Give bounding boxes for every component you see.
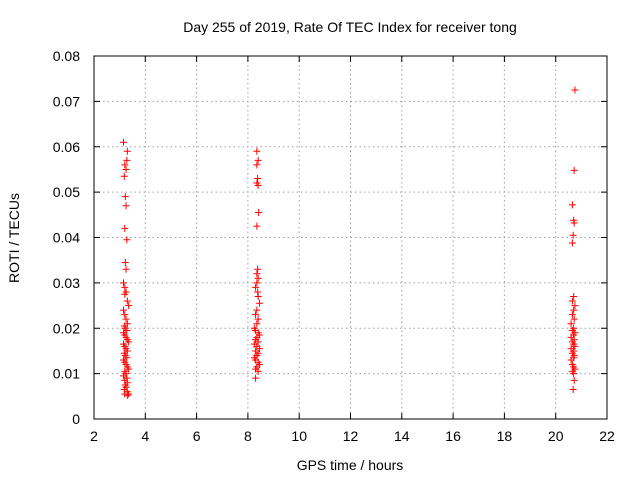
data-point — [121, 193, 129, 201]
x-tick-label: 4 — [141, 428, 149, 444]
data-point — [252, 311, 260, 319]
data-point — [119, 138, 127, 146]
x-tick-label: 22 — [599, 428, 615, 444]
data-point — [254, 265, 262, 273]
data-point — [571, 302, 579, 310]
data-point — [123, 236, 131, 244]
grid-lines — [94, 56, 607, 419]
data-point — [252, 374, 260, 382]
data-point — [571, 342, 579, 350]
data-point — [253, 306, 261, 314]
data-point — [569, 231, 577, 239]
data-point — [122, 202, 130, 210]
y-tick-label: 0.04 — [53, 230, 80, 246]
data-point — [121, 283, 129, 291]
axis-ticks: 2 4 6 8 10 12 14 16 18 20 22 0 0.01 0.02 0.03 0.04 0.05 0… — [53, 48, 615, 444]
data-point — [255, 345, 263, 353]
data-point — [570, 306, 578, 314]
x-tick-label: 18 — [497, 428, 513, 444]
data-point — [569, 386, 577, 394]
data-point — [121, 311, 129, 319]
data-point — [254, 175, 262, 183]
x-axis-label: GPS time / hours — [297, 457, 404, 473]
data-point — [254, 367, 262, 375]
data-point — [254, 292, 262, 300]
data-point — [568, 239, 576, 247]
data-point — [568, 297, 576, 305]
data-point — [120, 172, 128, 180]
data-point — [570, 166, 578, 174]
data-point — [254, 315, 262, 323]
data-point — [253, 147, 261, 155]
x-tick-label: 12 — [343, 428, 359, 444]
data-point — [255, 209, 263, 217]
data-point — [121, 258, 129, 266]
data-point — [570, 219, 578, 227]
y-tick-label: 0.08 — [53, 48, 80, 64]
data-point — [253, 279, 261, 287]
data-point — [253, 270, 261, 278]
y-tick-label: 0.03 — [53, 275, 80, 291]
data-point — [254, 274, 262, 282]
data-point — [571, 86, 579, 94]
data-point — [254, 338, 262, 346]
x-tick-label: 6 — [193, 428, 201, 444]
data-point — [121, 290, 129, 298]
data-point — [255, 299, 263, 307]
x-tick-label: 8 — [244, 428, 252, 444]
data-point — [568, 201, 576, 209]
data-point — [125, 338, 133, 346]
data-point — [567, 356, 575, 364]
y-tick-label: 0.05 — [53, 184, 80, 200]
data-point — [570, 292, 578, 300]
y-axis-label: ROTI / TECUs — [6, 193, 22, 283]
data-point — [125, 302, 133, 310]
data-point — [123, 147, 131, 155]
data-point — [125, 390, 133, 398]
chart-title: Day 255 of 2019, Rate Of TEC Index for r… — [183, 19, 517, 35]
data-point — [119, 279, 127, 287]
x-tick-label: 2 — [90, 428, 98, 444]
x-tick-label: 16 — [445, 428, 461, 444]
data-point — [119, 306, 127, 314]
y-tick-label: 0.06 — [53, 139, 80, 155]
x-tick-label: 20 — [548, 428, 564, 444]
x-tick-label: 10 — [291, 428, 307, 444]
data-point — [121, 224, 129, 232]
data-point — [253, 161, 261, 169]
data-point — [125, 365, 133, 373]
data-point — [121, 161, 129, 169]
data-point — [254, 181, 262, 189]
data-point — [568, 311, 576, 319]
data-point — [570, 315, 578, 323]
data-point — [252, 283, 260, 291]
data-point — [122, 165, 130, 173]
y-tick-label: 0.07 — [53, 93, 80, 109]
data-point — [570, 376, 578, 384]
data-point — [253, 222, 261, 230]
data-points — [119, 86, 579, 399]
data-point — [123, 391, 131, 399]
data-point — [123, 156, 131, 164]
data-point — [254, 156, 262, 164]
y-tick-label: 0.01 — [53, 366, 80, 382]
y-tick-label: 0 — [72, 411, 80, 427]
data-point — [122, 315, 130, 323]
x-tick-label: 14 — [394, 428, 410, 444]
y-tick-label: 0.02 — [53, 320, 80, 336]
data-point — [123, 297, 131, 305]
data-point — [567, 320, 575, 328]
data-point — [254, 288, 262, 296]
data-point — [122, 265, 130, 273]
data-point — [253, 320, 261, 328]
data-point — [570, 370, 578, 378]
